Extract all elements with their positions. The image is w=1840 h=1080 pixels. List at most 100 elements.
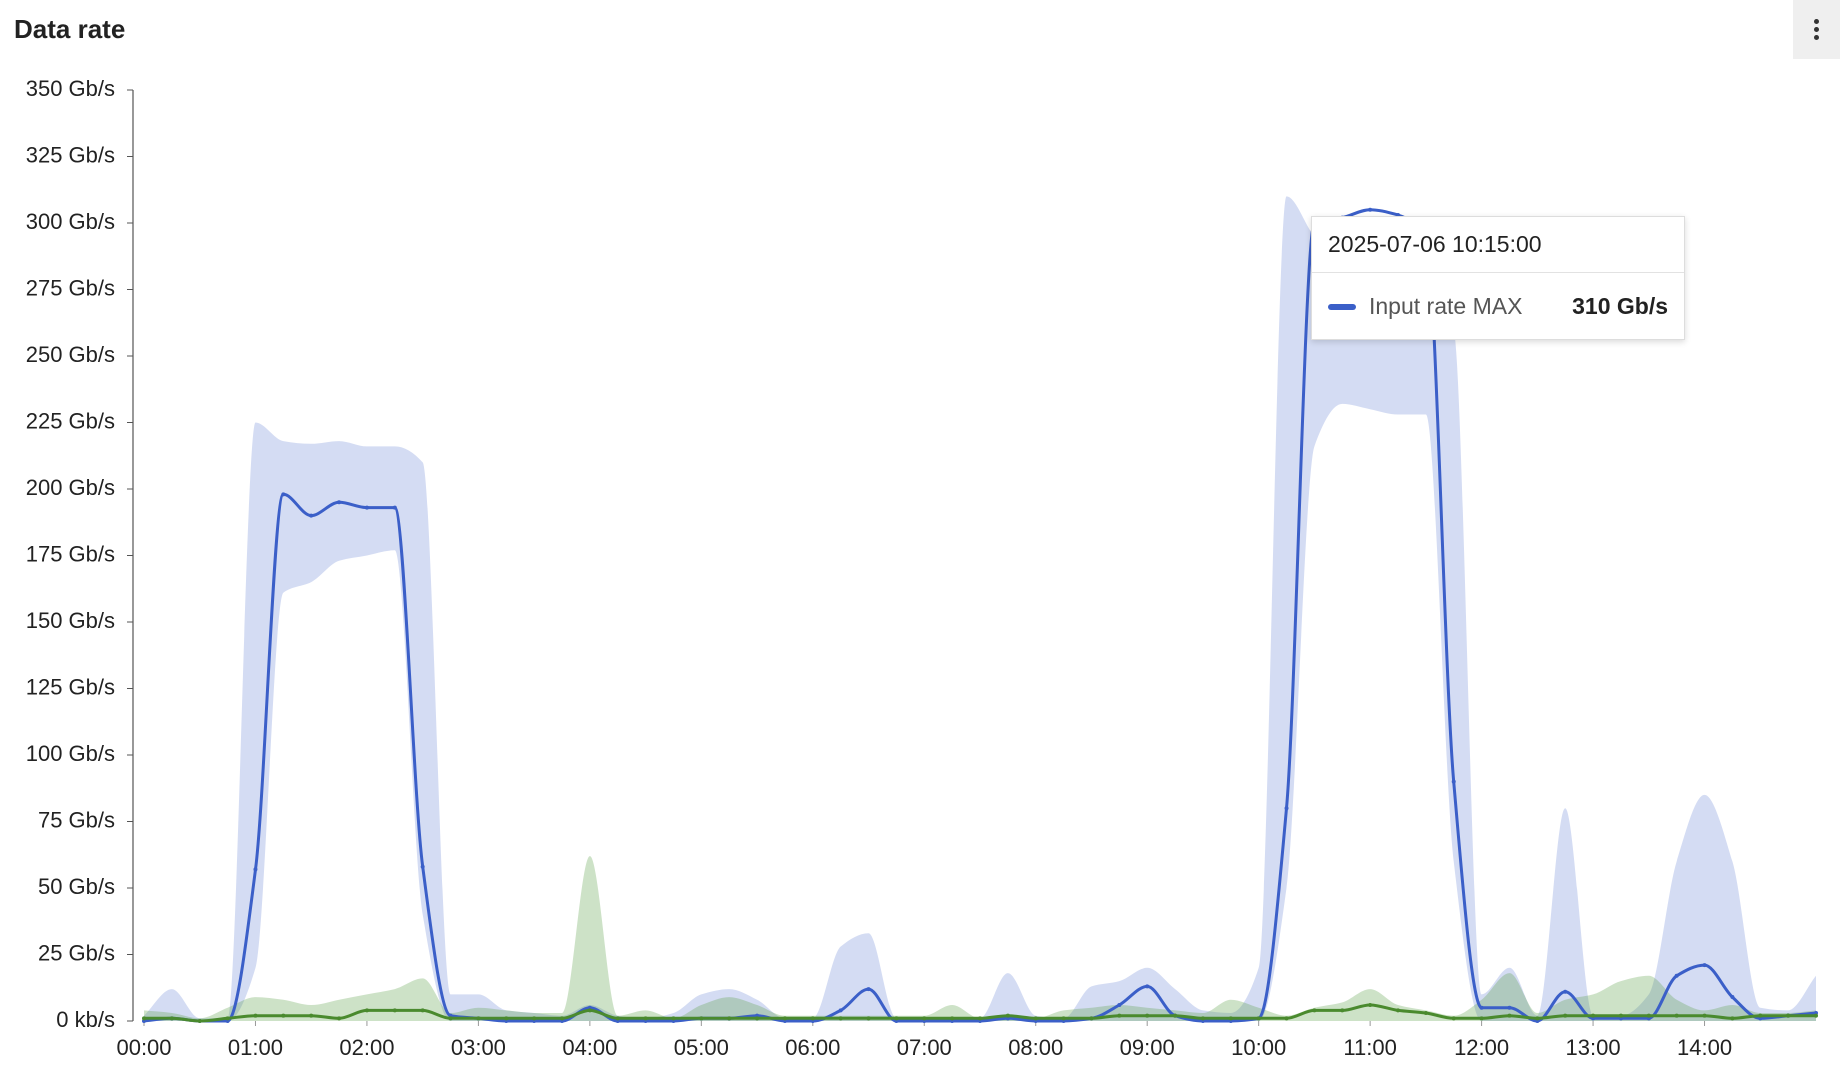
y-tick-label: 150 Gb/s [26,608,115,633]
data-point [1145,984,1150,989]
y-tick-label: 25 Gb/s [38,940,115,965]
x-tick-label: 11:00 [1343,1035,1396,1060]
data-point [950,1016,955,1021]
y-tick-label: 250 Gb/s [26,342,115,367]
tooltip: 2025-07-06 10:15:00 Input rate MAX 310 G… [1311,216,1685,340]
data-point [1340,1008,1345,1013]
y-tick-label: 75 Gb/s [38,807,115,832]
data-point [1702,963,1707,968]
y-tick-label: 325 Gb/s [26,142,115,167]
y-tick-label: 0 kb/s [56,1007,115,1032]
data-point [1117,1013,1122,1018]
data-point [1479,1016,1484,1021]
chart-title: Data rate [14,14,125,44]
data-point [1563,1013,1568,1018]
data-point [1646,1013,1651,1018]
tooltip-value: 310 Gb/s [1572,293,1668,319]
x-tick-label: 00:00 [116,1035,171,1060]
menu-dot [1814,19,1819,24]
data-point [1758,1013,1763,1018]
data-point [420,1008,425,1013]
data-point [392,505,397,510]
data-point [1200,1016,1205,1021]
data-point [1312,1008,1317,1013]
x-tick-label: 04:00 [562,1035,617,1060]
data-point [364,505,369,510]
data-point [225,1016,230,1021]
menu-dot [1814,35,1819,40]
data-point [309,513,314,518]
data-point [1451,779,1456,784]
data-point [420,864,425,869]
data-point [1563,989,1568,994]
data-point [281,1013,286,1018]
data-point [1117,1003,1122,1008]
data-point [1730,995,1735,1000]
x-tick-label: 06:00 [785,1035,840,1060]
data-point [1814,1013,1818,1018]
data-point [727,1016,732,1021]
data-point [782,1016,787,1021]
y-tick-label: 350 Gb/s [26,76,115,101]
data-point [922,1016,927,1021]
x-tick-label: 01:00 [228,1035,283,1060]
data-point [169,1016,174,1021]
data-point [838,1008,843,1013]
data-point [392,1008,397,1013]
data-point [978,1016,982,1021]
x-tick-label: 14:00 [1677,1035,1732,1060]
data-point [253,867,258,872]
x-tick-label: 07:00 [897,1035,952,1060]
data-point [810,1016,815,1021]
data-point [1702,1013,1707,1018]
data-point [309,1013,314,1018]
x-tick-label: 02:00 [339,1035,394,1060]
data-point [364,1008,369,1013]
x-tick-label: 05:00 [674,1035,729,1060]
data-point [1005,1013,1010,1018]
data-point [866,987,871,992]
range-band [144,856,1816,1021]
data-point [532,1016,537,1021]
data-point [448,1016,453,1021]
data-point [1479,1005,1484,1010]
menu-dot [1814,27,1819,32]
x-tick-label: 08:00 [1008,1035,1063,1060]
y-tick-label: 200 Gb/s [26,475,115,500]
data-point [1173,1013,1178,1018]
data-point [1507,1013,1512,1018]
tooltip-swatch [1328,304,1356,310]
x-tick-label: 03:00 [451,1035,506,1060]
menu-button[interactable] [1793,0,1840,59]
y-tick-label: 125 Gb/s [26,674,115,699]
data-point [1089,1016,1094,1021]
tooltip-separator [1312,272,1684,273]
data-point [1535,1016,1540,1021]
data-point [1033,1016,1038,1021]
tooltip-series-name: Input rate MAX [1369,293,1523,319]
data-point [1507,1005,1512,1010]
data-point [337,1016,342,1021]
data-point [1674,973,1679,978]
data-point [699,1016,704,1021]
data-point [1396,1008,1400,1013]
data-point [894,1016,899,1021]
data-point [1368,207,1373,212]
data-point [1618,1013,1623,1018]
y-tick-label: 275 Gb/s [26,275,115,300]
series-line [143,208,1817,1023]
data-point [643,1016,648,1021]
y-tick-label: 225 Gb/s [26,408,115,433]
range-band [144,196,1816,1021]
data-point [504,1016,509,1021]
data-point [1591,1013,1596,1018]
data-point [281,492,286,497]
data-point [1786,1013,1791,1018]
data-point [1451,1016,1456,1021]
data-point [1423,1011,1428,1016]
data-point [671,1016,676,1021]
data-point [1284,1016,1289,1021]
data-point [560,1016,564,1021]
data-point [1061,1016,1066,1021]
